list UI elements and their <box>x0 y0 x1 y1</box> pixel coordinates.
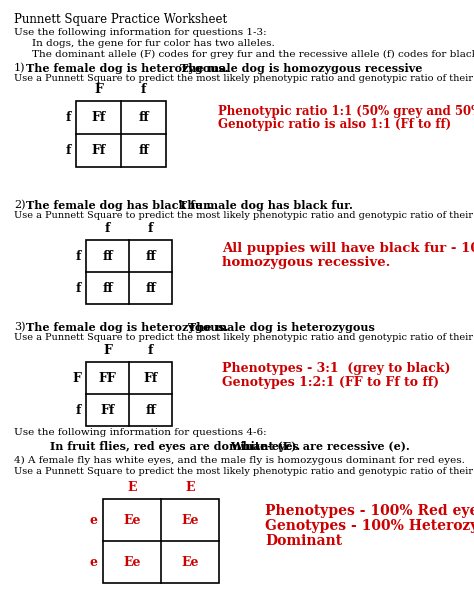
Text: f: f <box>148 344 153 357</box>
Text: f: f <box>65 144 71 157</box>
Text: Ff: Ff <box>91 144 106 157</box>
Text: Ff: Ff <box>91 111 106 124</box>
Text: The female dog is heterozygous.: The female dog is heterozygous. <box>26 322 228 333</box>
Text: homozygous recessive.: homozygous recessive. <box>222 256 391 269</box>
Text: In fruit flies, red eyes are dominant (E).: In fruit flies, red eyes are dominant (E… <box>50 441 300 452</box>
Text: ff: ff <box>102 281 113 294</box>
Text: F: F <box>103 344 112 357</box>
Text: E: E <box>127 481 137 494</box>
Text: e: e <box>90 555 98 568</box>
Text: f: f <box>65 111 71 124</box>
Text: e: e <box>90 514 98 527</box>
Text: Ff: Ff <box>143 371 158 384</box>
Text: f: f <box>76 403 81 416</box>
Text: ff: ff <box>138 111 149 124</box>
Text: ff: ff <box>145 281 156 294</box>
Text: f: f <box>148 222 153 235</box>
Text: Phenotypes - 3:1  (grey to black): Phenotypes - 3:1 (grey to black) <box>222 362 450 375</box>
Text: Genotypes - 100% Heterozygous: Genotypes - 100% Heterozygous <box>265 519 474 533</box>
Text: Use the following information for questions 4-6:: Use the following information for questi… <box>14 428 266 437</box>
Text: Ee: Ee <box>181 514 199 527</box>
Text: 1): 1) <box>14 63 26 74</box>
Text: ff: ff <box>102 249 113 262</box>
Text: ff: ff <box>145 403 156 416</box>
Text: Ee: Ee <box>181 555 199 568</box>
Text: The male dog has black fur.: The male dog has black fur. <box>179 200 353 211</box>
Text: Use a Punnett Square to predict the most likely phenotypic ratio and genotypic r: Use a Punnett Square to predict the most… <box>14 467 474 476</box>
Bar <box>76 101 166 167</box>
Text: In dogs, the gene for fur color has two alleles.: In dogs, the gene for fur color has two … <box>32 39 275 48</box>
Text: FF: FF <box>99 371 117 384</box>
Text: White-eyes are recessive (e).: White-eyes are recessive (e). <box>230 441 410 452</box>
Text: The male dog is heterozygous: The male dog is heterozygous <box>188 322 375 333</box>
Bar <box>86 240 172 304</box>
Text: Genotypic ratio is also 1:1 (Ff to ff): Genotypic ratio is also 1:1 (Ff to ff) <box>218 118 451 131</box>
Text: Use a Punnett Square to predict the most likely phenotypic ratio and genotypic r: Use a Punnett Square to predict the most… <box>14 211 474 220</box>
Text: Use a Punnett Square to predict the most likely phenotypic ratio and genotypic r: Use a Punnett Square to predict the most… <box>14 333 474 342</box>
Text: E: E <box>185 481 195 494</box>
Text: Ff: Ff <box>100 403 115 416</box>
Text: The female dog is heterozygous.: The female dog is heterozygous. <box>26 63 228 74</box>
Text: f: f <box>141 83 146 96</box>
Text: 3): 3) <box>14 322 26 332</box>
Text: Use a Punnett Square to predict the most likely phenotypic ratio and genotypic r: Use a Punnett Square to predict the most… <box>14 74 474 83</box>
Text: Punnett Square Practice Worksheet: Punnett Square Practice Worksheet <box>14 13 227 26</box>
Text: The female dog has black fur.: The female dog has black fur. <box>26 200 212 211</box>
Text: f: f <box>76 249 81 262</box>
Text: 4) A female fly has white eyes, and the male fly is homozygous dominant for red : 4) A female fly has white eyes, and the … <box>14 456 465 465</box>
Text: f: f <box>76 281 81 294</box>
Text: Use the following information for questions 1-3:: Use the following information for questi… <box>14 28 266 37</box>
Text: Ee: Ee <box>123 514 141 527</box>
Bar <box>103 499 219 583</box>
Text: f: f <box>105 222 110 235</box>
Text: The male dog is homozygous recessive: The male dog is homozygous recessive <box>180 63 422 74</box>
Bar <box>86 362 172 426</box>
Text: F: F <box>94 83 103 96</box>
Text: Genotypes 1:2:1 (FF to Ff to ff): Genotypes 1:2:1 (FF to Ff to ff) <box>222 376 439 389</box>
Text: Phenotypes - 100% Red eyes: Phenotypes - 100% Red eyes <box>265 504 474 518</box>
Text: The dominant allele (F) codes for grey fur and the recessive allele (f) codes fo: The dominant allele (F) codes for grey f… <box>32 50 474 59</box>
Text: 2): 2) <box>14 200 26 210</box>
Text: All puppies will have black fur - 100%: All puppies will have black fur - 100% <box>222 242 474 255</box>
Text: Phenotypic ratio 1:1 (50% grey and 50% black): Phenotypic ratio 1:1 (50% grey and 50% b… <box>218 105 474 118</box>
Text: ff: ff <box>138 144 149 157</box>
Text: Ee: Ee <box>123 555 141 568</box>
Text: Dominant: Dominant <box>265 534 342 548</box>
Text: F: F <box>72 371 81 384</box>
Text: ff: ff <box>145 249 156 262</box>
